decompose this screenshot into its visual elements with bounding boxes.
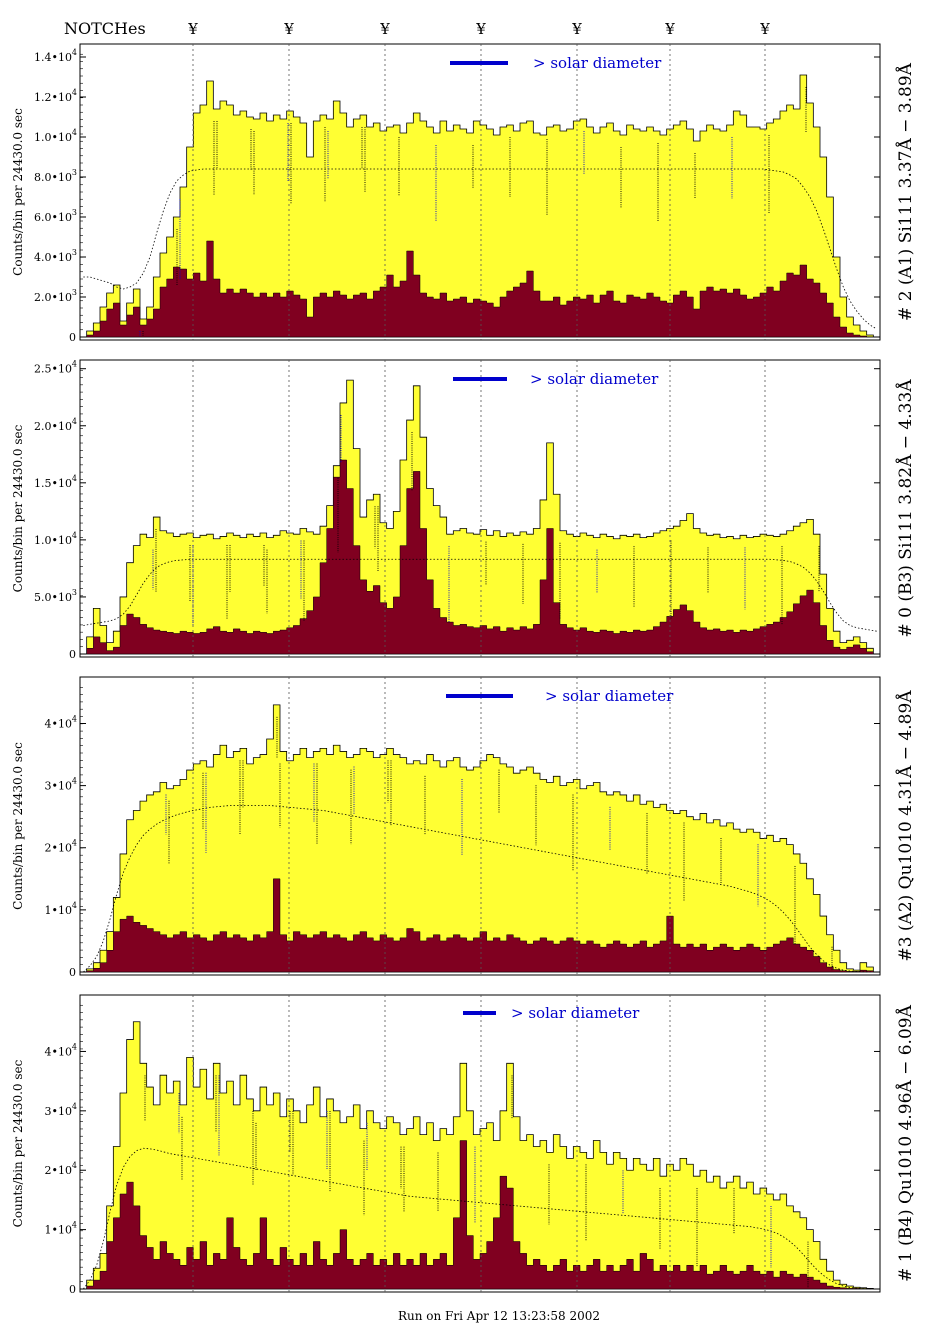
panel-label: # 1 (B4) Qu1010 4.96Å − 6.09Å [895,1004,916,1281]
panel-2: 05.0•10 31.0•10 41.5•10 42.0•10 42.5•10 4Coun… [11,359,881,661]
y-tick-label: 1.0•10 [34,131,72,144]
total-counts-area [80,379,880,655]
model-curve [83,168,877,330]
y-tick-exponent: 4 [72,360,77,369]
y-tick-label: 4•10 [45,717,72,730]
y-tick-label: 1.5•10 [34,477,72,490]
y-tick-label: 2.0•10 [34,291,72,304]
notch-marker-7: ¥ [759,20,770,38]
y-tick-label: 1•10 [45,1224,72,1237]
y-tick-exponent: 4 [72,777,77,786]
total-counts-area [80,1021,880,1290]
total-counts-area [80,74,880,338]
solar-diameter-label: > solar diameter [530,370,659,388]
y-tick-exponent: 4 [72,417,77,426]
run-timestamp: Run on Fri Apr 12 13:23:58 2002 [398,1309,600,1323]
notches-label: NOTCHes [64,19,146,38]
y-tick-exponent: 3 [72,288,77,297]
notch-header: NOTCHes ¥ ¥ ¥ ¥ ¥ ¥ ¥ [64,19,770,38]
model-curve [83,558,877,632]
y-axis-label: Counts/bin per 24430.0 sec [11,108,25,276]
y-tick-exponent: 4 [72,48,77,57]
y-axis-label: Counts/bin per 24430.0 sec [11,424,25,592]
y-tick-label: 0 [69,1283,76,1296]
y-tick-exponent: 3 [72,248,77,257]
solar-diameter-label: > solar diameter [545,687,674,705]
model-curve [83,805,877,973]
y-tick-exponent: 4 [72,474,77,483]
y-axis-label: Counts/bin per 24430.0 sec [11,1059,25,1227]
y-tick-label: 1•10 [45,904,72,917]
y-tick-exponent: 4 [72,901,77,910]
panel-label: # 0 (B3) Si111 3.82Å − 4.33Å [895,379,916,638]
notch-marker-6: ¥ [664,20,675,38]
y-tick-label: 5.0•10 [34,591,72,604]
model-curve [83,1147,877,1290]
component-counts-area [80,240,880,338]
component-counts-area [80,1140,880,1290]
y-tick-exponent: 4 [72,839,77,848]
notch-marker-2: ¥ [283,20,294,38]
y-tick-exponent: 4 [72,531,77,540]
solar-diameter-label: > solar diameter [511,1004,640,1022]
y-tick-label: 1.4•10 [34,51,72,64]
panel-label: # 2 (A1) Si111 3.37Å − 3.89Å [895,62,916,321]
y-tick-label: 0 [69,331,76,344]
y-tick-exponent: 4 [72,88,77,97]
panel-stack: 02.0•10 34.0•10 36.0•10 38.0•10 31.0•10 41.2•… [11,43,881,1296]
component-counts-area [80,878,880,973]
notch-marker-4: ¥ [475,20,486,38]
component-counts-area [80,459,880,655]
panel-labels: # 2 (A1) Si111 3.37Å − 3.89Å # 0 (B3) Si1… [895,62,916,1282]
y-tick-label: 2.5•10 [34,363,72,376]
y-tick-label: 3•10 [45,780,72,793]
y-tick-exponent: 3 [72,168,77,177]
y-tick-exponent: 4 [72,1161,77,1170]
y-tick-label: 0 [69,648,76,661]
y-tick-label: 2.0•10 [34,420,72,433]
y-tick-exponent: 4 [72,128,77,137]
notch-marker-1: ¥ [187,20,198,38]
solar-diameter-label: > solar diameter [533,54,662,72]
y-tick-label: 4•10 [45,1045,72,1058]
y-tick-label: 2•10 [45,1164,72,1177]
y-tick-exponent: 4 [72,1102,77,1111]
panel-1: 02.0•10 34.0•10 36.0•10 38.0•10 31.0•10 41.2•… [11,43,881,344]
y-tick-label: 1.0•10 [34,534,72,547]
y-tick-exponent: 4 [72,1042,77,1051]
y-tick-label: 0 [69,966,76,979]
y-tick-label: 6.0•10 [34,211,72,224]
y-tick-label: 4.0•10 [34,251,72,264]
y-tick-label: 2•10 [45,842,72,855]
y-tick-label: 3•10 [45,1105,72,1118]
y-tick-exponent: 3 [72,208,77,217]
panel-label: #3 (A2) Qu1010 4.31Å − 4.89Å [895,690,916,962]
notch-marker-5: ¥ [571,20,582,38]
y-tick-exponent: 4 [72,714,77,723]
y-axis-label: Counts/bin per 24430.0 sec [11,742,25,910]
y-tick-exponent: 3 [72,588,77,597]
y-tick-label: 1.2•10 [34,91,72,104]
y-tick-label: 8.0•10 [34,171,72,184]
notch-marker-3: ¥ [379,20,390,38]
y-tick-exponent: 4 [72,1221,77,1230]
